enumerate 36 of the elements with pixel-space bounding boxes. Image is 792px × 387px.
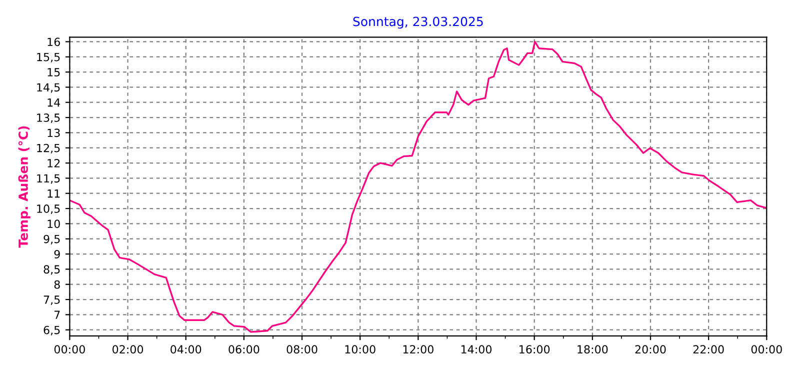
y-tick-label: 14 (48, 98, 60, 107)
y-axis-title: Temp. Außen (°C) (18, 126, 30, 248)
y-tick-label: 7,5 (44, 296, 60, 306)
y-tick-label: 14,5 (37, 83, 60, 93)
y-tick-label: 7 (54, 310, 60, 319)
x-tick-label: 08:00 (286, 345, 318, 354)
x-tick-label: 06:00 (228, 345, 260, 354)
y-tick-label: 15 (48, 68, 60, 76)
x-tick-label: 00:00 (54, 345, 85, 354)
y-tick-label: 8 (54, 280, 60, 289)
chart-title: Sonntag, 23.03.2025 (353, 16, 483, 29)
x-tick-label: 12:00 (403, 345, 434, 354)
x-tick-label: 18:00 (578, 345, 608, 354)
y-tick-label: 9 (54, 250, 60, 258)
y-tick-label: 15,5 (37, 52, 60, 62)
y-tick-label: 12 (48, 159, 60, 168)
x-tick-label: 14:00 (461, 345, 492, 354)
x-tick-label: 16:00 (520, 345, 550, 354)
y-tick-label: 13,5 (37, 114, 60, 124)
y-tick-label: 10 (48, 220, 60, 228)
x-tick-label: 10:00 (345, 345, 376, 354)
y-tick-label: 6,5 (44, 326, 60, 336)
x-tick-label: 22:00 (693, 345, 724, 354)
x-tick-label: 00:00 (751, 345, 782, 354)
y-tick-label: 11,5 (37, 174, 60, 184)
y-tick-label: 9,5 (44, 234, 60, 244)
x-tick-label: 04:00 (170, 345, 202, 354)
y-tick-label: 8,5 (44, 265, 60, 275)
x-tick-label: 20:00 (635, 345, 666, 354)
y-tick-label: 12,5 (37, 144, 60, 154)
y-tick-label: 13 (48, 128, 60, 138)
y-tick-label: 11 (48, 189, 60, 198)
y-tick-label: 10,5 (37, 204, 60, 214)
x-tick-label: 02:00 (112, 345, 144, 354)
line-series (70, 40, 767, 333)
y-tick-label: 16 (48, 38, 60, 46)
